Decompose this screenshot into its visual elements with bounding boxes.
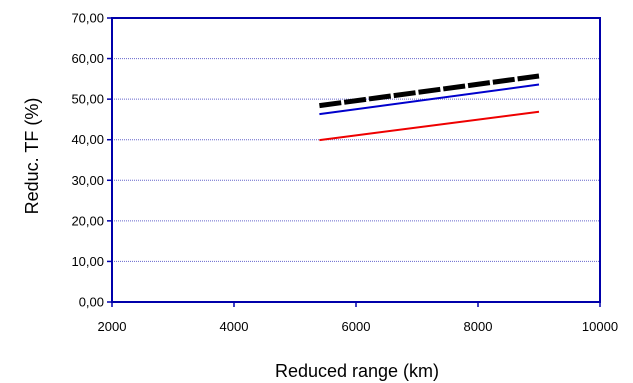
y-tick-label-3: 30,00 <box>71 173 104 188</box>
y-axis-title: Reduc. TF (%) <box>22 98 42 215</box>
x-tick-label-0: 2000 <box>98 319 127 334</box>
x-tick-label-1: 4000 <box>220 319 249 334</box>
x-tick-label-2: 6000 <box>342 319 371 334</box>
series-line-0 <box>319 73 540 109</box>
plot-border <box>111 17 601 303</box>
y-tick-label-1: 10,00 <box>71 254 104 269</box>
series-layer <box>319 73 540 142</box>
plot-frame <box>111 17 601 303</box>
y-tick-label-7: 70,00 <box>71 11 104 26</box>
x-tick-label-4: 10000 <box>582 319 618 334</box>
y-tick-label-2: 20,00 <box>71 213 104 228</box>
y-tick-label-0: 0,00 <box>79 295 104 310</box>
grid-lines <box>112 58 600 262</box>
y-tick-label-5: 50,00 <box>71 92 104 107</box>
series-line-1 <box>319 83 540 116</box>
y-tick-label-6: 60,00 <box>71 51 104 66</box>
x-axis-ticks: 2000 4000 6000 8000 10000 <box>98 302 618 334</box>
x-tick-label-3: 8000 <box>464 319 493 334</box>
y-tick-label-4: 40,00 <box>71 132 104 147</box>
y-axis-ticks: 0,00 10,00 20,00 30,00 40,00 50,00 60,00 70,00 <box>71 11 112 310</box>
series-line-2 <box>319 110 540 142</box>
x-axis-title: Reduced range (km) <box>275 361 439 381</box>
